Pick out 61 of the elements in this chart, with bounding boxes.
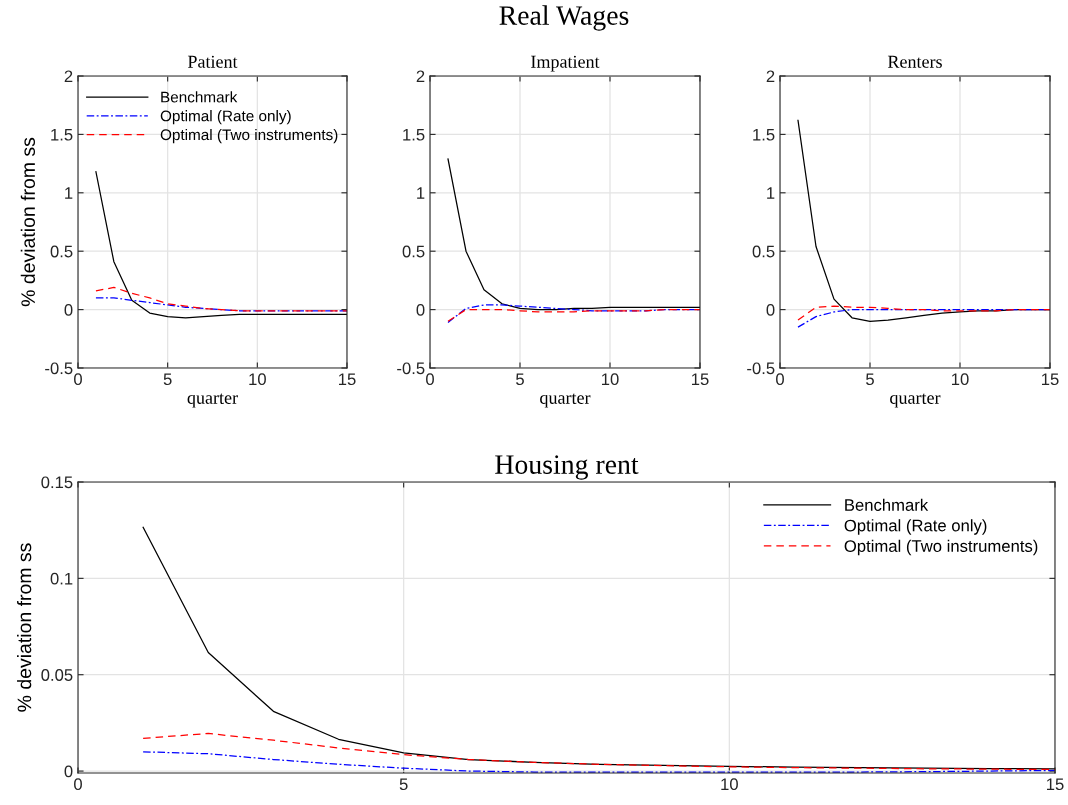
- x-axis-title: quarter: [187, 393, 238, 408]
- x-tick-label: 15: [339, 373, 356, 386]
- line-series: [142, 751, 1055, 773]
- line-series: [142, 732, 1055, 771]
- x-tick-label: 10: [721, 778, 738, 791]
- y-tick-label: 0: [64, 304, 73, 316]
- legend-label: Benchmark: [161, 91, 238, 103]
- x-tick-label: 10: [249, 373, 266, 386]
- x-tick-label: 15: [1042, 373, 1059, 386]
- x-tick-label: 5: [866, 373, 874, 386]
- chart-title: Patient: [187, 55, 238, 68]
- y-tick-label: 0: [64, 765, 73, 778]
- y-tick-label: 1: [767, 187, 775, 199]
- legend-label: Optimal (Rate only): [160, 110, 291, 125]
- y-tick-label: 0: [766, 304, 775, 316]
- y-axis-title: % deviation from ss: [20, 137, 36, 307]
- y-tick-label: 0.15: [41, 476, 73, 489]
- line-series: [95, 297, 347, 312]
- y-tick-label: 1: [65, 187, 73, 199]
- legend-label: Optimal (Rate only): [844, 519, 987, 535]
- x-tick-label: 10: [952, 373, 969, 386]
- y-tick-label: 0.1: [50, 572, 73, 585]
- line-series: [95, 286, 347, 312]
- line-series: [797, 305, 1050, 321]
- line-series: [447, 158, 700, 311]
- x-tick-label: 0: [776, 373, 784, 386]
- y-tick-label: 0.05: [41, 669, 73, 681]
- y-axis-title: % deviation from ss: [17, 543, 32, 712]
- chart-title: Renters: [887, 55, 942, 68]
- x-tick-label: 15: [1047, 778, 1064, 791]
- y-tick-label: 1.5: [403, 128, 425, 141]
- y-tick-label: 1: [417, 187, 425, 199]
- y-tick-label: 1.5: [51, 128, 73, 141]
- y-tick-label: -0.5: [397, 362, 425, 375]
- x-tick-label: 0: [74, 373, 82, 386]
- y-tick-label: 0.5: [402, 245, 425, 258]
- y-tick-label: 0: [416, 304, 425, 316]
- legend-label: Optimal (Two instruments): [844, 539, 1038, 556]
- chart-title: Housing rent: [495, 455, 639, 480]
- chart-title: Impatient: [531, 55, 600, 72]
- y-tick-label: 0.5: [752, 245, 775, 258]
- legend-label: Benchmark: [845, 498, 929, 511]
- y-tick-label: -0.5: [45, 362, 73, 375]
- x-axis-title: quarter: [890, 393, 941, 408]
- y-tick-label: 2: [766, 70, 775, 83]
- x-tick-label: 5: [516, 373, 524, 386]
- x-tick-label: 10: [602, 373, 619, 386]
- y-tick-label: 2: [64, 70, 73, 83]
- y-tick-label: -0.5: [747, 362, 775, 375]
- x-tick-label: 15: [692, 373, 709, 386]
- y-tick-label: 2: [416, 70, 425, 83]
- text: Real Wages: [499, 5, 629, 31]
- x-tick-label: 0: [426, 373, 434, 386]
- legend-label: Optimal (Two instruments): [160, 128, 338, 144]
- x-axis-title: quarter: [540, 393, 591, 408]
- y-tick-label: 1.5: [753, 128, 775, 141]
- x-tick-label: 5: [399, 778, 408, 791]
- x-tick-label: 5: [163, 373, 172, 386]
- line-series: [95, 171, 347, 319]
- y-tick-label: 0.5: [50, 245, 73, 258]
- x-tick-label: 0: [74, 778, 82, 791]
